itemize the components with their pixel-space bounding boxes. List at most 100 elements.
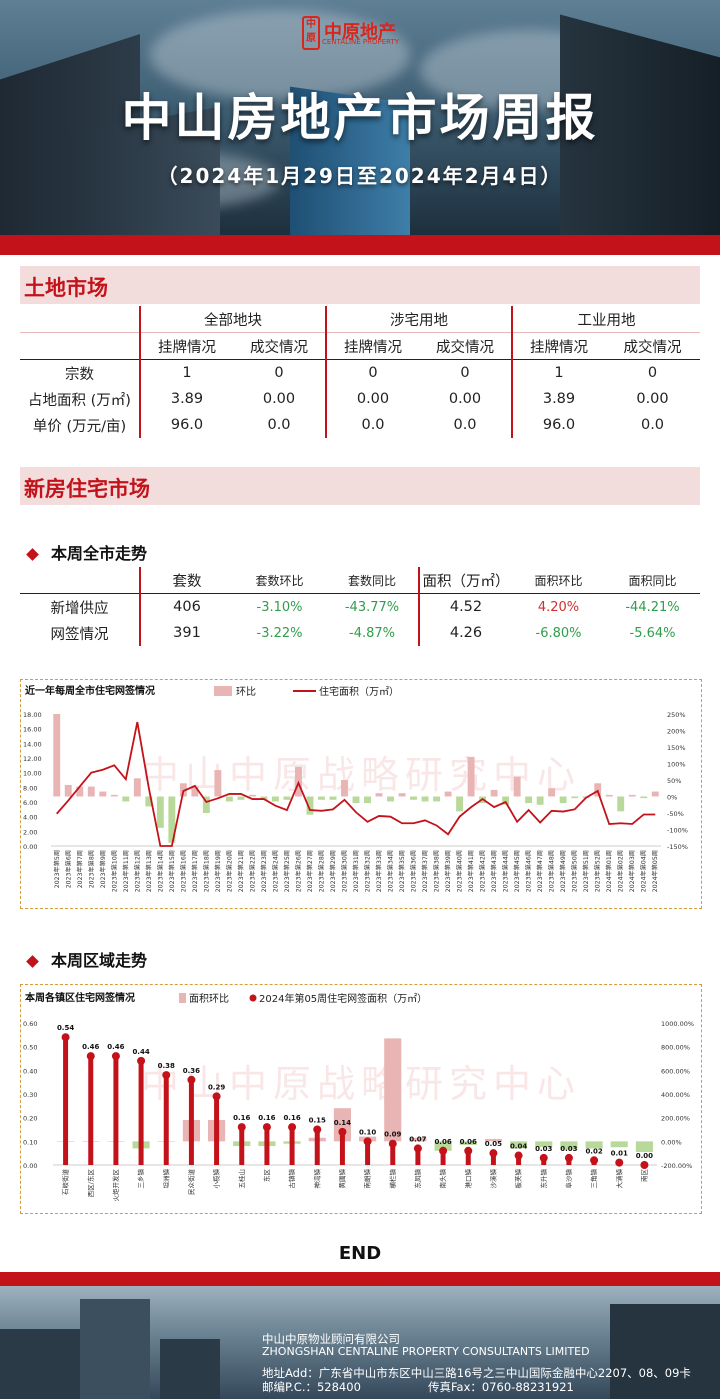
x-tick-label: 2023年第35周 xyxy=(398,850,406,892)
bar-mark xyxy=(585,1141,603,1149)
y-left-tick: 0.30 xyxy=(23,1091,37,1099)
bar-mark xyxy=(484,1138,502,1142)
bar-mark xyxy=(191,786,199,797)
dot-mark xyxy=(237,1123,246,1132)
cell: 406 xyxy=(139,593,233,620)
bar-mark xyxy=(594,783,602,797)
y-right-tick: 100% xyxy=(667,761,686,769)
x-tick-label: 2023年第21周 xyxy=(237,850,245,892)
dot-mark xyxy=(590,1156,599,1165)
dot-mark xyxy=(388,1139,397,1148)
bar-mark xyxy=(398,793,406,797)
legend-swatch-dot xyxy=(249,994,257,1002)
bar-mark xyxy=(434,1141,452,1151)
data-label: 0.16 xyxy=(283,1114,300,1122)
dot-mark xyxy=(514,1151,523,1160)
bar-mark xyxy=(502,796,510,805)
x-tick-label: 2023年第15周 xyxy=(168,850,176,892)
bar-mark xyxy=(409,1137,427,1142)
data-label: 0.46 xyxy=(82,1043,99,1051)
bar-mark xyxy=(271,796,279,802)
col-header: 成交情况 xyxy=(605,332,700,360)
dot-mark xyxy=(111,1052,120,1061)
data-label: 0.01 xyxy=(611,1150,628,1158)
x-tick-label: 2023年第34周 xyxy=(387,850,395,892)
x-tick-label: 2023年第23周 xyxy=(260,850,268,892)
x-tick-label: 大涌镇 xyxy=(614,1169,623,1189)
data-label: 0.14 xyxy=(334,1119,351,1127)
data-label: 0.29 xyxy=(208,1083,225,1091)
bar-mark xyxy=(64,784,72,797)
bar-mark xyxy=(459,1141,477,1145)
dot-mark xyxy=(640,1161,649,1169)
y-right-tick: -150% xyxy=(667,843,688,851)
bar-mark xyxy=(651,791,659,797)
section-land-market: 土地市场 xyxy=(20,266,700,304)
table-row: 新增供应 406 -3.10% -43.77% 4.52 4.20% -44.2… xyxy=(20,593,700,620)
legend-label: 2024年第05周住宅网签面积（万㎡） xyxy=(259,992,427,1005)
bar-mark xyxy=(560,1141,578,1150)
x-tick-label: 2024年第03周 xyxy=(628,850,636,892)
y-left-tick: 0.00 xyxy=(23,1162,37,1170)
data-label: 0.38 xyxy=(158,1062,175,1070)
bar-mark xyxy=(535,1141,553,1148)
company-name-en: ZHONGSHAN CENTALINE PROPERTY CONSULTANTS… xyxy=(262,1345,590,1358)
col-header: 挂牌情况 xyxy=(511,332,605,360)
bar-mark xyxy=(525,796,533,804)
legend-swatch-bar xyxy=(179,993,186,1003)
bar-mark xyxy=(490,789,498,797)
cell: 0.0 xyxy=(640,417,665,433)
y-left-tick: 6.00 xyxy=(23,799,37,807)
bar-mark xyxy=(333,1108,351,1142)
chart-title: 本周各镇区住宅网签情况 xyxy=(25,991,135,1004)
cell: -44.21% xyxy=(625,599,680,615)
bar-mark xyxy=(225,796,233,802)
x-tick-label: 坦洲镇 xyxy=(161,1169,170,1189)
bar-mark xyxy=(635,1141,653,1152)
x-tick-label: 2023年第25周 xyxy=(283,850,291,892)
bar-mark xyxy=(605,794,613,797)
x-tick-label: 2023年第14周 xyxy=(156,850,164,892)
cell: 0.0 xyxy=(267,417,291,433)
cell: -6.80% xyxy=(535,625,582,641)
x-tick-label: 2023年第8周 xyxy=(87,850,95,888)
cell: 1 xyxy=(139,359,233,386)
x-tick-label: 三角镇 xyxy=(589,1169,598,1189)
weekly-trend-heading: 本周全市走势 xyxy=(26,540,147,564)
x-tick-label: 2023年第17周 xyxy=(191,850,199,892)
x-tick-label: 2023年第32周 xyxy=(364,850,372,892)
y-left-tick: 0.00 xyxy=(23,843,37,851)
cell: -3.22% xyxy=(256,625,303,641)
dot-mark xyxy=(439,1146,448,1155)
x-tick-label: 2023年第49周 xyxy=(559,850,567,892)
data-label: 0.03 xyxy=(535,1145,552,1153)
dot-mark xyxy=(162,1071,171,1080)
bar-mark xyxy=(548,788,556,797)
cell: -43.77% xyxy=(344,599,400,615)
bar-mark xyxy=(202,796,210,813)
land-market-table: 全部地块 涉宅用地 工业用地 挂牌情况 成交情况 挂牌情况 成交情况 挂牌情况 … xyxy=(20,306,700,438)
x-tick-label: 黄圃镇 xyxy=(337,1169,346,1189)
y-right-tick: 1000.00% xyxy=(661,1020,694,1028)
x-tick-label: 2023年第12周 xyxy=(133,850,141,892)
footer: 中山中原物业顾问有限公司 ZHONGSHAN CENTALINE PROPERT… xyxy=(0,1286,720,1399)
y-right-tick: 600.00% xyxy=(661,1067,690,1075)
cell: 96.0 xyxy=(511,412,605,438)
col-header: 套数环比 xyxy=(233,567,326,594)
cell: 0.0 xyxy=(325,412,419,438)
hero-banner: 中原 中原地产 CENTALINE PROPERTY 中山房地产市场周报 （202… xyxy=(0,0,720,235)
bar-mark xyxy=(341,780,348,797)
y-left-tick: 10.00 xyxy=(23,770,42,778)
bar-mark xyxy=(76,786,84,797)
data-label: 0.10 xyxy=(359,1128,376,1136)
y-right-tick: -50% xyxy=(667,810,684,818)
line-series xyxy=(56,721,656,847)
x-tick-label: 三乡镇 xyxy=(136,1169,145,1189)
col-header: 成交情况 xyxy=(419,332,512,360)
bar-mark xyxy=(122,796,130,802)
y-right-tick: 50% xyxy=(667,777,681,785)
cell: 3.89 xyxy=(511,386,605,412)
company-logo: 中原 中原地产 CENTALINE PROPERTY xyxy=(302,16,399,50)
data-label: 0.46 xyxy=(107,1043,124,1051)
dot-mark xyxy=(212,1092,221,1101)
